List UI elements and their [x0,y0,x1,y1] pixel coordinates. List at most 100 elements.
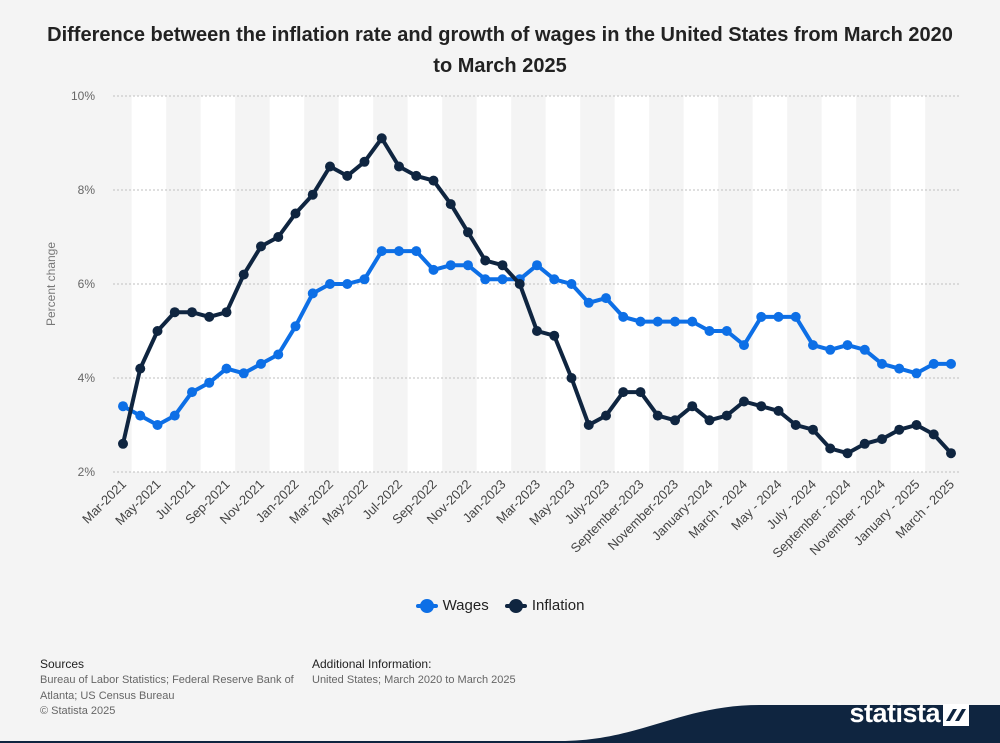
data-point-wages[interactable] [894,363,905,374]
data-point-wages[interactable] [859,344,870,355]
data-point-inflation[interactable] [635,387,646,398]
data-point-inflation[interactable] [238,269,249,280]
data-point-wages[interactable] [497,274,508,285]
data-point-inflation[interactable] [514,279,525,289]
data-point-wages[interactable] [739,340,749,351]
data-point-wages[interactable] [480,274,491,285]
data-point-inflation[interactable] [652,410,663,421]
data-point-inflation[interactable] [670,415,680,426]
data-point-wages[interactable] [808,340,818,351]
data-point-inflation[interactable] [566,373,577,383]
data-point-wages[interactable] [756,311,767,322]
data-point-wages[interactable] [601,293,611,304]
data-point-inflation[interactable] [273,232,284,242]
statista-logo-text[interactable]: statista [849,698,940,728]
data-point-inflation[interactable] [169,307,180,318]
data-point-inflation[interactable] [773,405,784,416]
data-point-wages[interactable] [428,264,439,275]
data-point-wages[interactable] [842,340,853,351]
data-point-inflation[interactable] [721,410,732,421]
data-point-wages[interactable] [790,311,801,322]
data-point-inflation[interactable] [859,438,870,449]
data-point-inflation[interactable] [152,326,163,336]
data-point-wages[interactable] [704,326,715,336]
data-point-wages[interactable] [721,326,732,336]
data-point-wages[interactable] [877,358,887,369]
data-point-inflation[interactable] [549,330,560,341]
data-point-wages[interactable] [445,260,456,271]
legend-item-wages[interactable]: Wages [415,597,489,614]
data-point-inflation[interactable] [825,443,836,454]
data-point-wages[interactable] [946,358,956,369]
data-point-wages[interactable] [825,344,836,355]
data-point-wages[interactable] [325,279,335,289]
data-point-inflation[interactable] [704,415,715,426]
data-point-wages[interactable] [221,363,232,374]
data-point-wages[interactable] [376,246,387,257]
data-point-wages[interactable] [273,349,284,360]
data-point-wages[interactable] [687,316,698,327]
data-point-inflation[interactable] [359,156,370,167]
data-point-wages[interactable] [359,274,370,285]
data-point-inflation[interactable] [583,420,594,430]
data-point-inflation[interactable] [894,424,905,435]
data-point-inflation[interactable] [601,410,611,421]
data-point-inflation[interactable] [204,311,215,322]
data-point-inflation[interactable] [428,175,439,186]
data-point-wages[interactable] [532,260,542,271]
data-point-inflation[interactable] [135,363,146,374]
data-point-inflation[interactable] [445,199,456,210]
data-point-inflation[interactable] [877,434,887,445]
data-point-wages[interactable] [204,377,215,388]
data-point-wages[interactable] [342,279,353,289]
data-point-inflation[interactable] [480,255,491,266]
data-point-wages[interactable] [411,246,422,257]
data-point-inflation[interactable] [790,420,801,430]
data-point-wages[interactable] [169,410,180,421]
data-point-inflation[interactable] [342,170,353,181]
data-point-wages[interactable] [618,311,629,322]
data-point-inflation[interactable] [618,387,629,398]
data-point-wages[interactable] [307,288,318,299]
data-point-inflation[interactable] [532,326,542,336]
data-point-inflation[interactable] [463,227,473,238]
data-point-wages[interactable] [238,368,249,379]
data-point-wages[interactable] [635,316,646,327]
data-point-inflation[interactable] [946,448,956,459]
data-point-inflation[interactable] [842,448,853,459]
data-point-wages[interactable] [583,297,594,308]
data-point-wages[interactable] [773,311,784,322]
data-point-inflation[interactable] [497,260,508,271]
data-point-wages[interactable] [290,321,301,332]
legend-item-inflation[interactable]: Inflation [504,597,584,614]
data-point-inflation[interactable] [376,133,387,144]
data-point-inflation[interactable] [687,401,698,412]
data-point-wages[interactable] [187,387,197,398]
data-point-wages[interactable] [670,316,680,327]
data-point-inflation[interactable] [756,401,767,412]
data-point-inflation[interactable] [411,170,422,181]
data-point-wages[interactable] [118,401,128,412]
data-point-inflation[interactable] [290,208,301,219]
data-point-inflation[interactable] [928,429,939,440]
data-point-wages[interactable] [549,274,560,285]
data-point-wages[interactable] [463,260,473,271]
data-point-wages[interactable] [652,316,663,327]
data-point-wages[interactable] [394,246,404,257]
data-point-wages[interactable] [928,358,939,369]
data-point-inflation[interactable] [325,161,335,172]
data-point-inflation[interactable] [739,396,749,407]
data-point-inflation[interactable] [187,307,197,318]
data-point-inflation[interactable] [221,307,232,318]
data-point-inflation[interactable] [394,161,404,172]
data-point-inflation[interactable] [256,241,266,252]
data-point-inflation[interactable] [911,420,922,430]
data-point-inflation[interactable] [118,438,128,449]
data-point-wages[interactable] [152,420,163,430]
data-point-wages[interactable] [256,358,266,369]
data-point-wages[interactable] [135,410,146,421]
data-point-inflation[interactable] [808,424,818,435]
data-point-wages[interactable] [566,279,577,289]
data-point-inflation[interactable] [307,189,318,200]
data-point-wages[interactable] [911,368,922,379]
